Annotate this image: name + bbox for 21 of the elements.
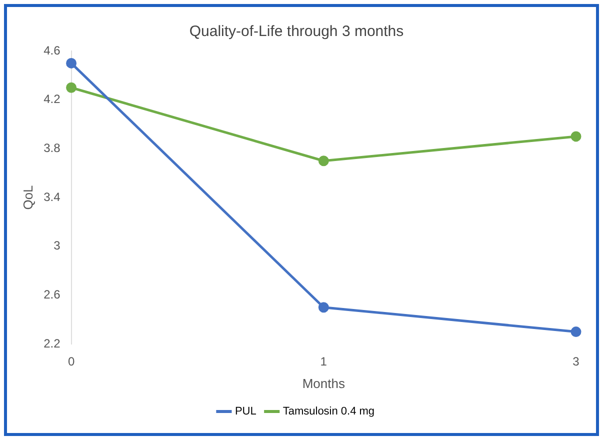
y-tick-label: 3.4: [44, 190, 61, 204]
y-tick-label: 2.2: [44, 336, 61, 350]
y-tick-label: 3.8: [44, 140, 61, 155]
x-tick-label: 0: [68, 354, 75, 369]
point: [570, 326, 582, 338]
point: [66, 58, 77, 68]
x-tick-label: 3: [572, 354, 580, 369]
x-axis-title: Months: [302, 376, 346, 391]
y-tick-label: 2.6: [44, 287, 61, 302]
y-tick-label: 4.2: [44, 92, 61, 106]
legend-label: PUL: [234, 406, 256, 418]
y-tick-label: 4.6: [44, 43, 61, 58]
y-tick-label: 3: [54, 238, 61, 253]
point: [318, 302, 329, 313]
x-tick-label: 1: [320, 354, 328, 369]
y-axis-title: QoL: [20, 185, 36, 210]
point: [66, 82, 77, 93]
point: [570, 131, 582, 142]
chart-title: Quality-of-Life through 3 months: [189, 23, 404, 40]
point: [318, 156, 329, 166]
legend-label: Tamsulosin 0.4 mg: [282, 406, 375, 418]
